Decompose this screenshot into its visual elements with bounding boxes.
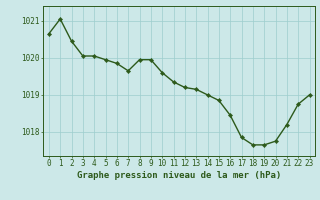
X-axis label: Graphe pression niveau de la mer (hPa): Graphe pression niveau de la mer (hPa): [77, 171, 281, 180]
